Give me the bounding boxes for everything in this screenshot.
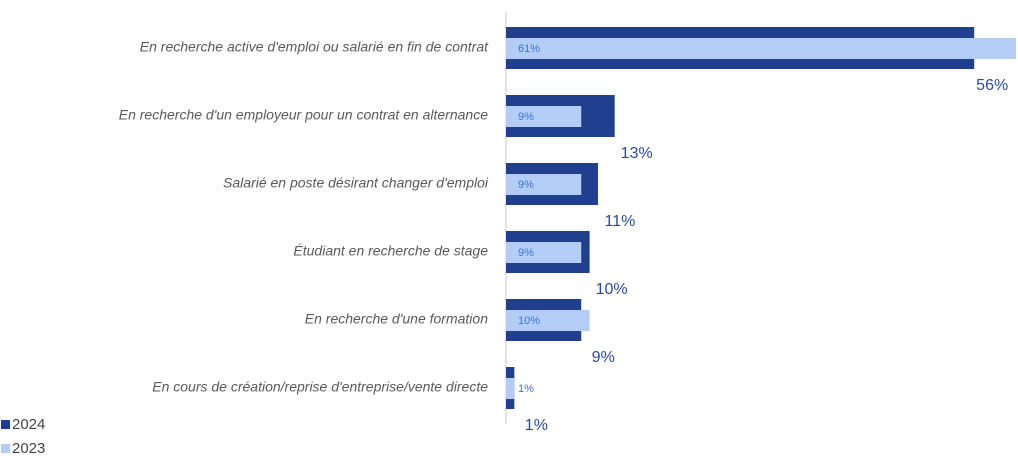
data-label-2024: 13% <box>621 145 653 162</box>
data-label-2024: 11% <box>605 213 636 230</box>
data-label-2024: 9% <box>592 349 615 366</box>
category-label: En recherche d'une formation <box>305 311 488 327</box>
bar-2023 <box>506 242 582 263</box>
bar-2023 <box>506 106 582 127</box>
data-label-2024: 56% <box>976 77 1008 94</box>
data-label-2023: 9% <box>518 111 534 123</box>
data-label-2023: 9% <box>518 247 534 259</box>
bar-2023 <box>506 310 590 331</box>
legend-swatch <box>1 420 10 429</box>
legend-label: 2023 <box>12 440 45 457</box>
legend-label: 2024 <box>12 416 45 433</box>
data-label-2023: 9% <box>518 179 534 191</box>
bar-2023 <box>506 378 515 399</box>
category-label: Étudiant en recherche de stage <box>293 243 488 259</box>
category-label: En cours de création/reprise d'entrepris… <box>152 379 488 395</box>
legend-swatch <box>1 444 10 453</box>
data-label-2024: 10% <box>596 281 628 298</box>
data-label-2024: 1% <box>525 417 548 434</box>
bar-2023 <box>506 174 582 195</box>
data-label-2023: 1% <box>518 383 534 395</box>
bar-2023 <box>506 38 1016 59</box>
category-label: En recherche d'un employeur pour un cont… <box>119 107 488 123</box>
data-label-2023: 61% <box>518 43 540 55</box>
category-label: En recherche active d'emploi ou salarié … <box>140 39 489 55</box>
data-label-2023: 10% <box>518 315 540 327</box>
category-label: Salarié en poste désirant changer d'empl… <box>223 175 489 191</box>
